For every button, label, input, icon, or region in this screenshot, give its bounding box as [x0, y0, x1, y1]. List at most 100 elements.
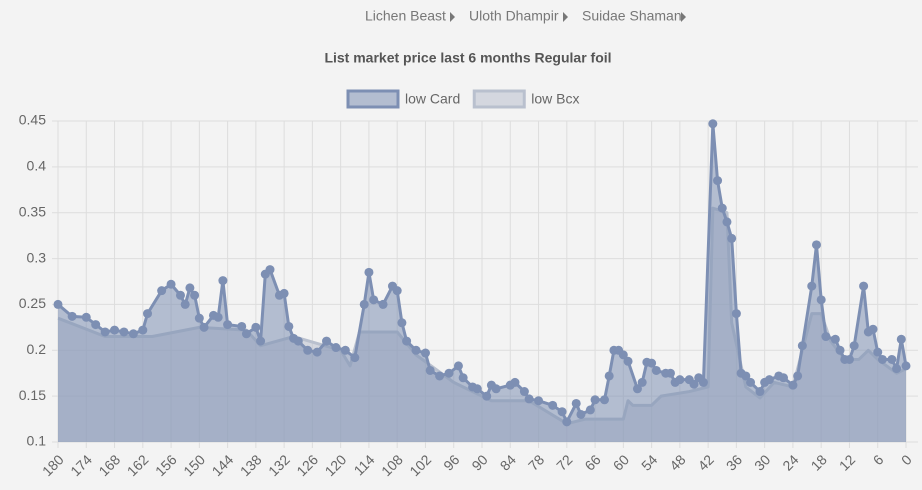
point [873, 347, 883, 357]
x-tick-label: 60 [610, 451, 632, 473]
point [180, 299, 190, 309]
point [265, 265, 275, 275]
x-tick-label: 66 [581, 451, 603, 473]
point [651, 365, 661, 375]
point [472, 384, 482, 394]
breadcrumb-link[interactable]: Lichen Beast [365, 8, 446, 24]
point [110, 325, 120, 335]
x-tick-label: 96 [440, 451, 462, 473]
x-tick-label: 42 [695, 451, 717, 473]
x-tick-label: 72 [553, 451, 575, 473]
caret [563, 12, 568, 22]
point [844, 354, 854, 364]
x-tick-label: 150 [180, 451, 208, 479]
point [859, 281, 869, 291]
point [138, 325, 148, 335]
point [364, 267, 374, 277]
point [797, 341, 807, 351]
point [411, 345, 421, 355]
x-tick-label: 138 [237, 451, 265, 479]
point [392, 286, 402, 296]
point [425, 365, 435, 375]
y-tick-label: 0.3 [27, 249, 47, 265]
x-tick-label: 84 [497, 451, 519, 473]
point [849, 341, 859, 351]
caret [450, 12, 455, 22]
point [590, 395, 600, 405]
point [604, 371, 614, 381]
chart-title: List market price last 6 months Regular … [324, 50, 611, 66]
point [793, 371, 803, 381]
x-tick-label: 126 [293, 451, 321, 479]
point [524, 394, 534, 404]
point [741, 371, 751, 381]
point [755, 387, 765, 397]
point [665, 368, 675, 378]
breadcrumb-link[interactable]: Uloth Dhampir [469, 8, 559, 24]
point [571, 398, 581, 408]
point [788, 380, 798, 390]
point [632, 384, 642, 394]
point [331, 343, 341, 353]
point [166, 279, 176, 289]
point [901, 361, 911, 371]
point [458, 373, 468, 383]
point [435, 371, 445, 381]
point [284, 321, 294, 331]
x-tick-label: 102 [406, 451, 434, 479]
x-tick-label: 180 [39, 451, 67, 479]
point [256, 336, 266, 346]
point [53, 299, 63, 309]
x-tick-label: 168 [95, 451, 123, 479]
x-tick-label: 174 [67, 451, 95, 479]
point [218, 276, 228, 286]
point [727, 233, 737, 243]
point [81, 312, 91, 322]
x-tick-label: 108 [378, 451, 406, 479]
point [713, 176, 723, 186]
point [312, 347, 322, 357]
point [887, 354, 897, 364]
legend-swatch[interactable] [472, 89, 526, 109]
point [194, 313, 204, 323]
point [359, 299, 369, 309]
point [722, 217, 732, 227]
point [731, 309, 741, 319]
point [100, 327, 110, 337]
point [519, 387, 529, 397]
point [510, 377, 520, 387]
caret [681, 12, 686, 22]
x-tick-label: 162 [124, 451, 152, 479]
legend-label[interactable]: low Card [405, 91, 460, 107]
x-tick-label: 48 [666, 451, 688, 473]
point [340, 345, 350, 355]
point [708, 119, 718, 129]
point [175, 290, 185, 300]
x-tick-label: 0 [898, 451, 915, 468]
x-tick-label: 114 [351, 451, 378, 478]
point [779, 373, 789, 383]
x-tick-label: 54 [638, 451, 660, 473]
point [698, 377, 708, 387]
point [868, 324, 878, 334]
point [675, 375, 685, 385]
point [213, 312, 223, 322]
legend-swatch[interactable] [346, 89, 400, 109]
point [764, 375, 774, 385]
point [199, 322, 209, 332]
x-tick-label: 30 [751, 451, 773, 473]
point [637, 377, 647, 387]
x-tick-label: 36 [723, 451, 745, 473]
point [402, 336, 412, 346]
point [190, 290, 200, 300]
point [444, 368, 454, 378]
point [157, 286, 167, 296]
legend-label[interactable]: low Bcx [531, 91, 579, 107]
point [746, 377, 756, 387]
breadcrumb-link[interactable]: Suidae Shaman [582, 8, 682, 24]
point [303, 345, 313, 355]
y-tick-label: 0.15 [19, 387, 46, 403]
point [279, 288, 289, 298]
point [67, 311, 77, 321]
